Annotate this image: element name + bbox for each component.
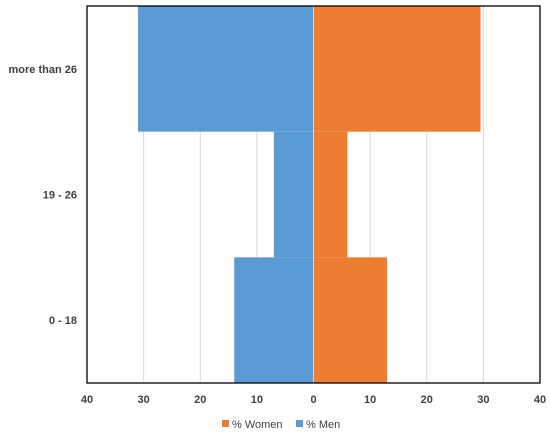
bar-men-1 xyxy=(273,131,314,258)
legend-label-0: % Women xyxy=(232,419,283,431)
category-label: more than 26 xyxy=(9,64,77,76)
category-label: 19 - 26 xyxy=(43,190,77,202)
x-axis-ticks: 40 30 20 10 0 10 20 30 40 xyxy=(81,394,546,406)
x-tick-label: 10 xyxy=(251,394,263,406)
bar-women-0 xyxy=(313,257,388,383)
x-tick-label: 0 xyxy=(310,394,316,406)
x-tick-label: 20 xyxy=(194,394,206,406)
x-tick-label: 20 xyxy=(421,394,433,406)
plot-border xyxy=(86,5,541,384)
x-tick-label: 10 xyxy=(364,394,376,406)
y-axis-categories: 0 - 18 19 - 26 more than 26 xyxy=(9,64,77,327)
x-tick-label: 40 xyxy=(534,394,546,406)
legend-swatch-0 xyxy=(222,420,229,427)
category-label: 0 - 18 xyxy=(49,315,77,327)
bar-women-1 xyxy=(313,131,348,258)
legend-swatch-1 xyxy=(296,420,303,427)
bar-women-2 xyxy=(313,6,481,132)
legend-label-1: % Men xyxy=(306,419,340,431)
bars xyxy=(137,6,481,383)
bar-men-2 xyxy=(137,6,314,132)
x-tick-label: 30 xyxy=(138,394,150,406)
x-tick-label: 30 xyxy=(477,394,489,406)
x-tick-label: 40 xyxy=(81,394,93,406)
bar-men-0 xyxy=(234,257,314,383)
legend: % Women % Men xyxy=(222,419,340,431)
